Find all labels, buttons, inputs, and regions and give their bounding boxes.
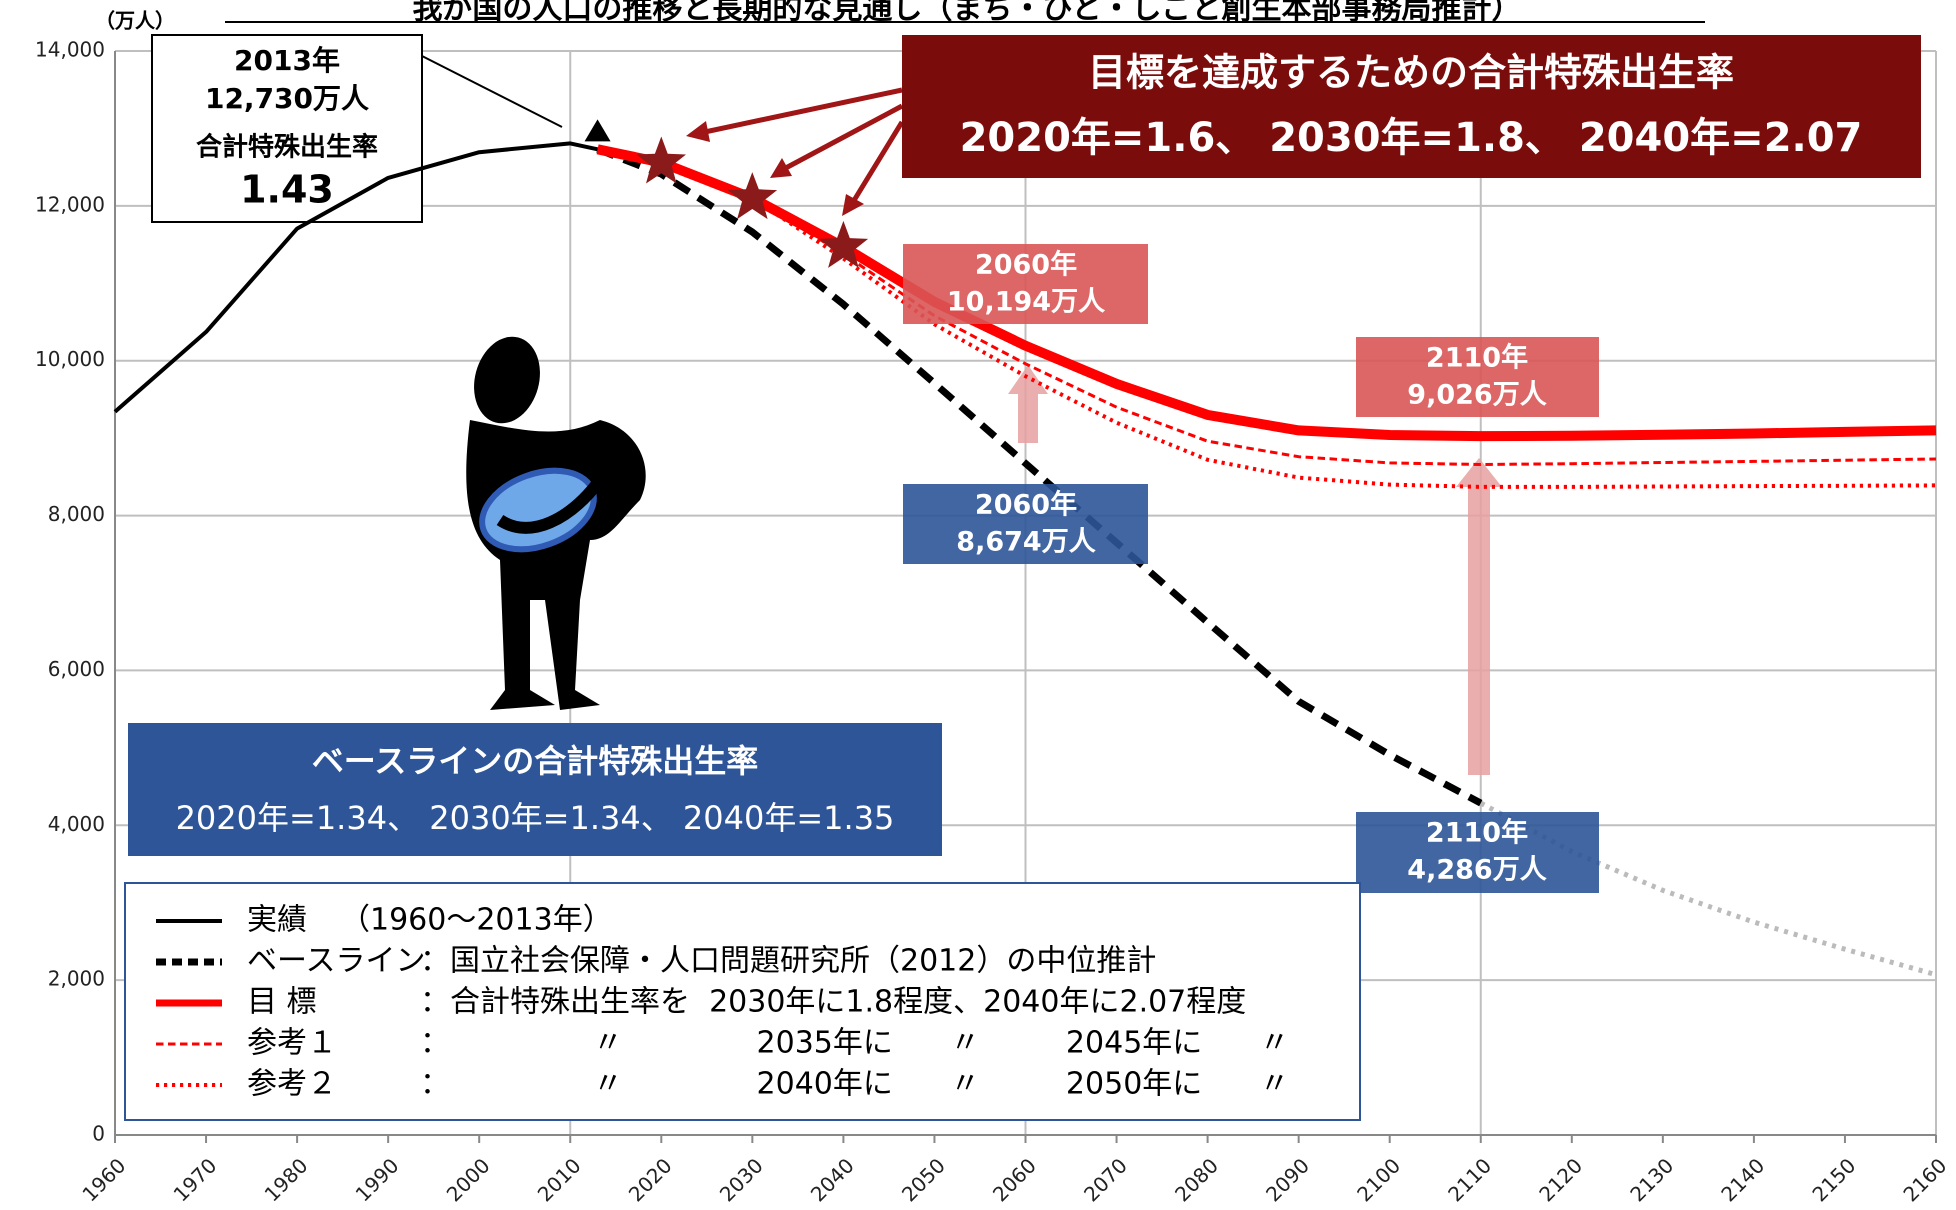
legend-label: 参考２ xyxy=(247,1067,337,1102)
value-label: 10,194万人 xyxy=(947,287,1105,318)
value-label: 2060年 xyxy=(975,249,1077,281)
legend-label: ベースライン xyxy=(247,944,426,979)
y-tick-label: 2,000 xyxy=(48,967,105,991)
annotation-text: 2020年=1.6、 2030年=1.8、 2040年=2.07 xyxy=(960,115,1863,161)
pointer-arrows xyxy=(686,90,902,216)
legend-description: ：国立社会保障・人口問題研究所（2012）の中位推計 xyxy=(420,944,1156,979)
x-tick-label: 2000 xyxy=(442,1153,495,1206)
x-tick-label: 2070 xyxy=(1079,1153,1132,1206)
chart: 0 2,000 4,000 6,000 8,000 10,000 12,000 14,000 1… xyxy=(0,0,1956,1210)
x-tick-label: 2160 xyxy=(1898,1153,1951,1206)
y-tick-label: 12,000 xyxy=(35,192,105,216)
value-label: 4,286万人 xyxy=(1407,855,1546,886)
y-tick-label: 10,000 xyxy=(35,347,105,371)
x-tick-label: 2060 xyxy=(988,1153,1041,1206)
y-tick-label: 8,000 xyxy=(48,502,105,526)
x-tick-label: 2130 xyxy=(1625,1153,1678,1206)
x-tick-label: 1960 xyxy=(77,1153,130,1206)
x-tick-label: 1970 xyxy=(169,1153,222,1206)
y-tick-label: 14,000 xyxy=(35,38,105,62)
legend-label: 実績 xyxy=(247,903,307,938)
x-tick-label: 2080 xyxy=(1170,1153,1223,1206)
value-label: 2110年 xyxy=(1426,817,1528,849)
x-tick-label: 2010 xyxy=(533,1153,586,1206)
series-line xyxy=(598,149,1936,464)
triangle-marker xyxy=(585,119,611,141)
legend-description: ： 〃 2035年に 〃 2045年に 〃 xyxy=(420,1026,1290,1061)
x-tick-label: 2090 xyxy=(1261,1153,1314,1206)
x-tick-label: 1980 xyxy=(260,1153,313,1206)
x-tick-label: 1990 xyxy=(351,1153,404,1206)
value-label: 8,674万人 xyxy=(956,527,1095,558)
legend-description: ：合計特殊出生率を 2030年に1.8程度、2040年に2.07程度 xyxy=(420,985,1246,1020)
x-tick-label: 2120 xyxy=(1534,1153,1587,1206)
y-tick-label: 4,000 xyxy=(48,812,105,836)
annotation-text: 2013年 xyxy=(234,44,340,77)
x-tick-label: 2150 xyxy=(1807,1153,1860,1206)
y-tick-label: 0 xyxy=(92,1122,105,1146)
legend-label: 参考１ xyxy=(247,1026,337,1061)
x-tick-label: 2040 xyxy=(806,1153,859,1206)
value-label: 2060年 xyxy=(975,489,1077,521)
annotation-text: 合計特殊出生率 xyxy=(196,132,378,163)
x-tick-label: 2140 xyxy=(1716,1153,1769,1206)
annotation-text: ベースラインの合計特殊出生率 xyxy=(312,742,758,780)
x-tick-label: 2050 xyxy=(897,1153,950,1206)
pointer-line xyxy=(422,56,562,127)
annotation-text: 2020年=1.34、 2030年=1.34、 2040年=1.35 xyxy=(176,799,895,837)
x-tick-label: 2100 xyxy=(1352,1153,1405,1206)
x-tick-label: 2020 xyxy=(624,1153,677,1206)
legend-description: （1960～2013年） xyxy=(340,903,613,938)
annotation-text: 目標を達成するための合計特殊出生率 xyxy=(1088,51,1734,95)
value-label: 9,026万人 xyxy=(1407,380,1546,411)
value-label: 2110年 xyxy=(1426,342,1528,374)
y-unit: （万人） xyxy=(95,9,175,33)
legend-description: ： 〃 2040年に 〃 2050年に 〃 xyxy=(420,1067,1290,1102)
y-tick-label: 6,000 xyxy=(48,657,105,681)
person-figure xyxy=(465,329,646,710)
annotation-text: 12,730万人 xyxy=(205,82,369,115)
x-tick-label: 2030 xyxy=(715,1153,768,1206)
legend-label: 目 標 xyxy=(247,985,317,1020)
series-line xyxy=(598,149,1936,436)
x-tick-label: 2110 xyxy=(1443,1153,1496,1206)
annotation-text: 1.43 xyxy=(240,168,334,212)
